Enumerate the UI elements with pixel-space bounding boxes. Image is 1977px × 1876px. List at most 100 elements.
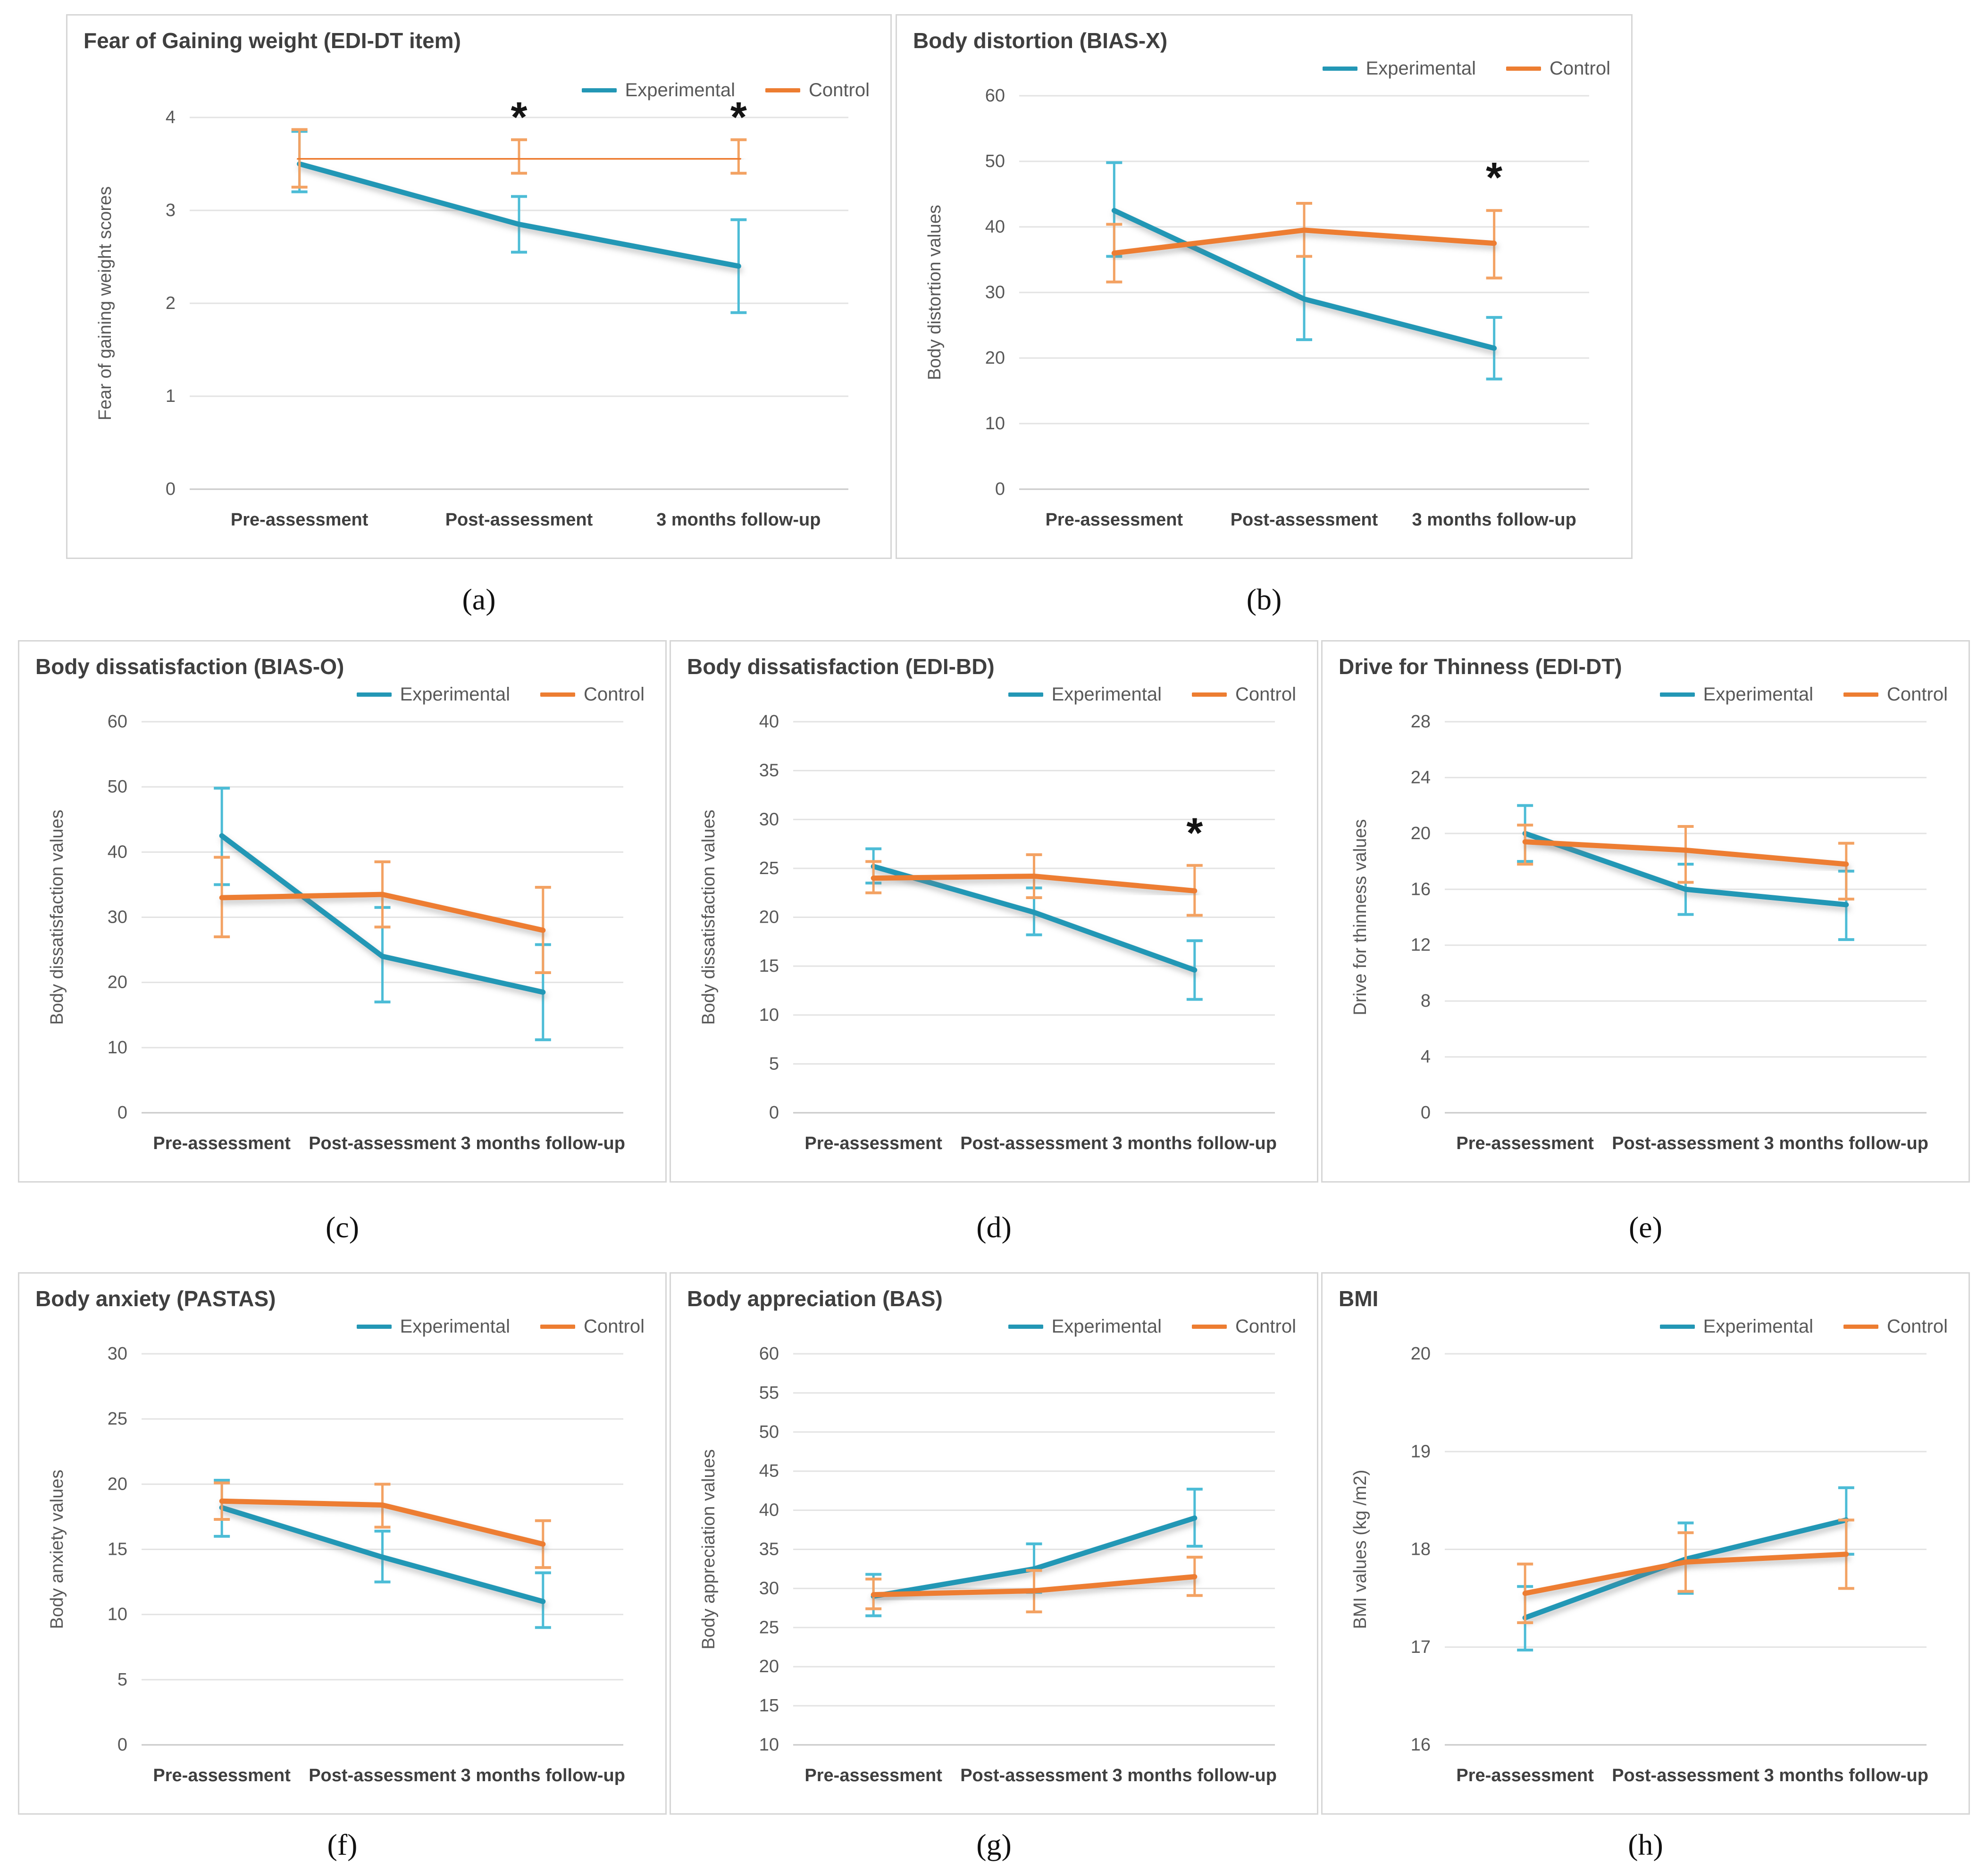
svg-text:Pre-assessment: Pre-assessment (231, 510, 369, 530)
svg-text:20: 20 (985, 348, 1005, 368)
svg-text:25: 25 (759, 1618, 779, 1637)
svg-text:1: 1 (166, 386, 176, 406)
svg-text:10: 10 (759, 1005, 779, 1025)
svg-text:24: 24 (1411, 767, 1431, 787)
chart-canvas-g: 10 15 20 25 30 35 40 45 50 55 60 Body appreciation … (699, 1344, 1277, 1785)
svg-text:18: 18 (1411, 1540, 1431, 1559)
svg-text:40: 40 (108, 842, 127, 862)
control-line-swatch (1192, 1325, 1227, 1329)
svg-text:Pre-assessment: Pre-assessment (1046, 510, 1183, 530)
panel-bmi: BMI Experimental Control 16 17 18 19 20 BMI v… (1321, 1272, 1970, 1815)
svg-text:0: 0 (117, 1103, 127, 1123)
panel-body-appreciation: Body appreciation (BAS) Experimental Con… (670, 1272, 1318, 1815)
svg-text:0: 0 (995, 479, 1005, 499)
panel-f-legend: Experimental Control (35, 1316, 645, 1337)
control-line-swatch (1506, 67, 1541, 71)
figure-row-2: Body dissatisfaction (BIAS-O) Experiment… (0, 640, 1977, 1183)
control-line-swatch (765, 88, 801, 92)
legend-label-experimental: Experimental (1051, 684, 1162, 705)
svg-text:28: 28 (1411, 712, 1431, 732)
svg-text:Pre-assessment: Pre-assessment (153, 1134, 291, 1153)
experimental-line-swatch (1659, 692, 1695, 697)
panel-a-legend: Experimental Control (84, 80, 870, 101)
svg-text:Pre-assessment: Pre-assessment (804, 1766, 942, 1785)
control-line-swatch (1192, 692, 1227, 697)
svg-text:16: 16 (1411, 1735, 1431, 1755)
svg-text:Post-assessment: Post-assessment (1231, 510, 1378, 530)
svg-text:*: * (1486, 154, 1502, 201)
svg-text:Body distortion values: Body distortion values (925, 205, 945, 380)
svg-text:Post-assessment: Post-assessment (1612, 1134, 1759, 1153)
svg-text:15: 15 (108, 1540, 127, 1559)
svg-text:3 months follow-up: 3 months follow-up (1113, 1766, 1277, 1785)
svg-text:30: 30 (985, 283, 1005, 302)
svg-text:20: 20 (759, 1657, 779, 1676)
panel-body-distortion: Body distortion (BIAS-X) Experimental Co… (896, 14, 1633, 559)
svg-text:*: * (730, 101, 747, 141)
svg-text:10: 10 (759, 1735, 779, 1755)
legend-label-experimental: Experimental (1051, 1316, 1162, 1337)
svg-text:Body dissatisfaction values: Body dissatisfaction values (699, 809, 719, 1025)
panel-drive-for-thinness: Drive for Thinness (EDI-DT) Experimental… (1321, 640, 1970, 1183)
svg-text:Pre-assessment: Pre-assessment (804, 1134, 942, 1153)
caption-f: (f) (327, 1827, 358, 1861)
svg-text:30: 30 (108, 1344, 127, 1364)
caption-row-1: (a) (b) (0, 559, 1977, 640)
legend-label-experimental: Experimental (400, 1316, 511, 1337)
svg-text:20: 20 (759, 908, 779, 927)
svg-text:3 months follow-up: 3 months follow-up (1113, 1134, 1277, 1153)
panel-d-legend: Experimental Control (687, 684, 1296, 705)
svg-text:3 months follow-up: 3 months follow-up (461, 1134, 625, 1153)
legend-label-control: Control (584, 684, 645, 705)
svg-text:50: 50 (759, 1422, 779, 1442)
svg-text:Post-assessment: Post-assessment (309, 1134, 456, 1153)
svg-text:10: 10 (108, 1605, 127, 1625)
experimental-line-swatch (1008, 1325, 1043, 1329)
svg-text:Post-assessment: Post-assessment (309, 1766, 456, 1785)
svg-text:Pre-assessment: Pre-assessment (1456, 1134, 1594, 1153)
svg-text:*: * (1186, 809, 1203, 857)
chart-canvas-d: 0 5 10 15 20 25 30 35 40 Body dissatisfaction val… (699, 712, 1277, 1153)
chart-canvas-a: 0 1 2 3 4 Fear of gaining weight scores Pre-as… (95, 101, 848, 530)
legend-label-control: Control (584, 1316, 645, 1337)
svg-text:50: 50 (108, 777, 127, 797)
panel-e-title: Drive for Thinness (EDI-DT) (1339, 654, 1622, 679)
panel-a-title: Fear of Gaining weight (EDI-DT item) (84, 28, 461, 53)
legend-label-control: Control (1235, 1316, 1296, 1337)
caption-e: (e) (1628, 1210, 1663, 1244)
svg-text:0: 0 (1421, 1103, 1431, 1123)
caption-a: (a) (462, 583, 496, 616)
legend-label-control: Control (1887, 1316, 1948, 1337)
control-line-swatch (540, 1325, 576, 1329)
svg-text:16: 16 (1411, 879, 1431, 899)
legend-label-control: Control (1235, 684, 1296, 705)
experimental-line-swatch (356, 1325, 392, 1329)
panel-e-legend: Experimental Control (1339, 684, 1948, 705)
panel-f-title: Body anxiety (PASTAS) (35, 1286, 276, 1311)
svg-text:3 months follow-up: 3 months follow-up (656, 510, 821, 530)
svg-text:3 months follow-up: 3 months follow-up (1764, 1134, 1928, 1153)
svg-text:20: 20 (1411, 1344, 1431, 1364)
svg-text:0: 0 (166, 479, 176, 499)
svg-text:20: 20 (108, 973, 127, 992)
figure-row-1: Fear of Gaining weight (EDI-DT item) Exp… (0, 14, 1977, 559)
svg-text:20: 20 (108, 1474, 127, 1494)
svg-text:12: 12 (1411, 935, 1431, 955)
svg-text:Post-assessment: Post-assessment (960, 1134, 1108, 1153)
caption-h: (h) (1628, 1827, 1663, 1861)
svg-text:25: 25 (108, 1409, 127, 1429)
legend-label-control: Control (809, 80, 870, 100)
panel-body-dissatisfaction-bias-o: Body dissatisfaction (BIAS-O) Experiment… (18, 640, 667, 1183)
legend-label-experimental: Experimental (400, 684, 511, 705)
panel-b-legend: Experimental Control (913, 58, 1610, 79)
legend-label-experimental: Experimental (625, 80, 736, 100)
panel-h-title: BMI (1339, 1286, 1379, 1311)
svg-text:0: 0 (769, 1103, 779, 1123)
chart-canvas-c: 0 10 20 30 40 50 60 Body dissatisfaction values… (47, 712, 625, 1153)
svg-text:3 months follow-up: 3 months follow-up (1412, 510, 1576, 530)
svg-text:8: 8 (1421, 991, 1431, 1011)
caption-c: (c) (325, 1210, 360, 1244)
svg-text:Post-assessment: Post-assessment (1612, 1766, 1759, 1785)
svg-text:45: 45 (759, 1461, 779, 1481)
